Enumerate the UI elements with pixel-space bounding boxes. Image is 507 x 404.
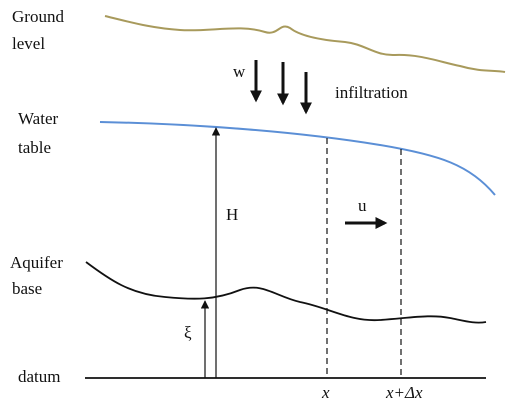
label: level — [12, 34, 45, 53]
label: Aquifer — [10, 253, 63, 272]
label: infiltration — [335, 83, 408, 102]
water-table-curve — [99, 121, 496, 196]
label: table — [18, 138, 51, 157]
label: x+Δx — [385, 383, 423, 402]
label: u — [358, 196, 367, 215]
label: Ground — [12, 7, 64, 26]
aquifer-base-curve — [85, 261, 487, 324]
label: Water — [18, 109, 58, 128]
label: w — [233, 62, 246, 81]
label: datum — [18, 367, 61, 386]
label: H — [226, 205, 238, 224]
ground-curve — [104, 15, 506, 73]
label: base — [12, 279, 42, 298]
label: ξ — [184, 323, 192, 342]
label: x — [321, 383, 330, 402]
